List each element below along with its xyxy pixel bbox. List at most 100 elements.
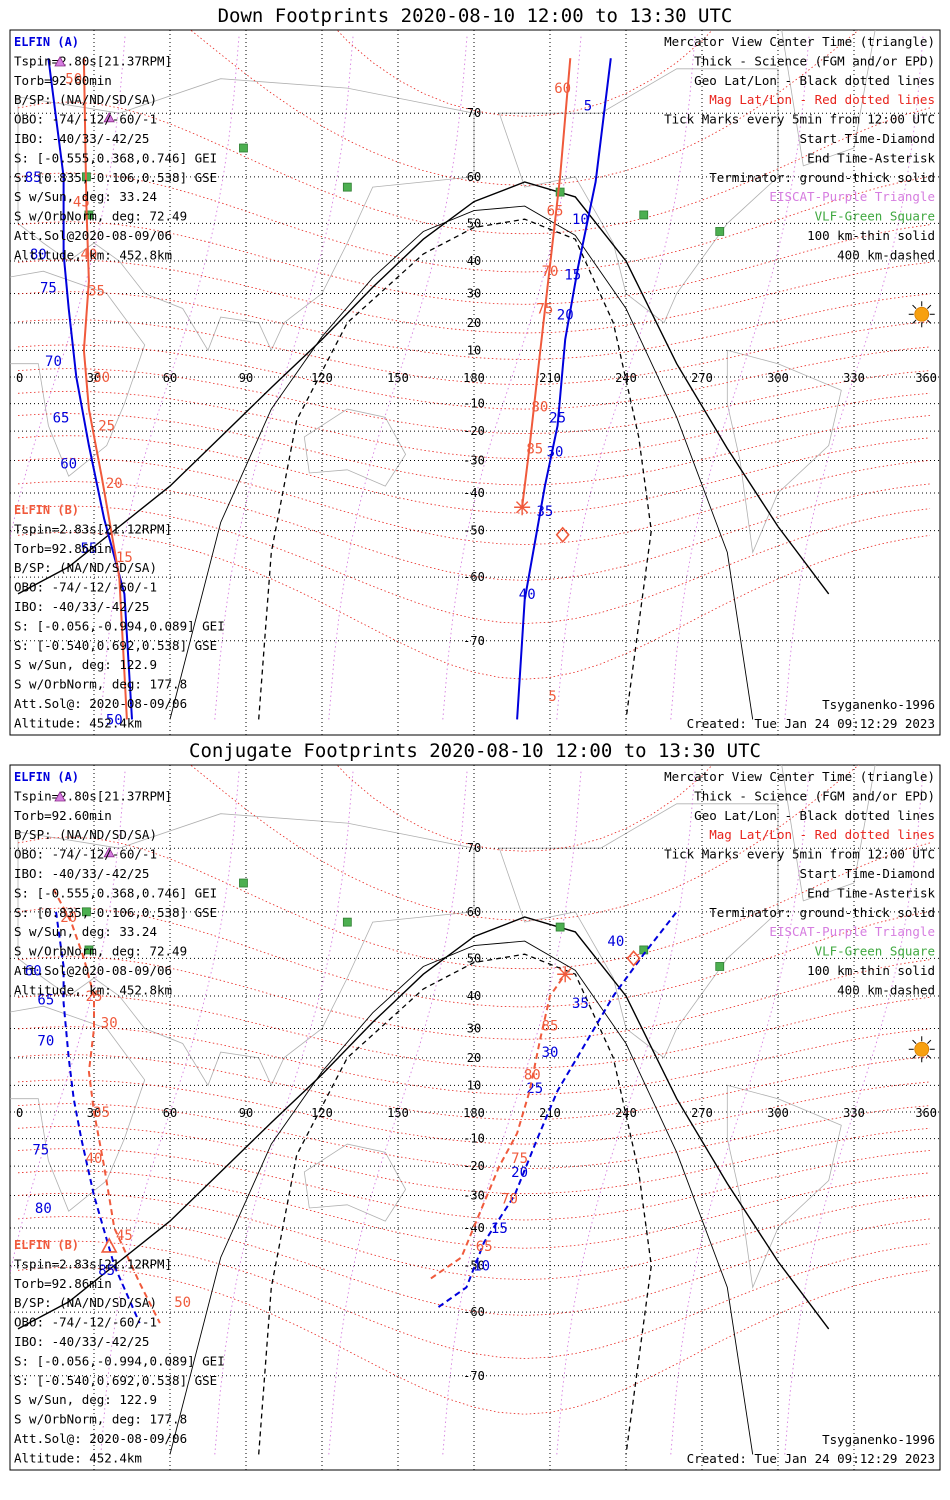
lat-tick-label: -60 — [463, 570, 485, 584]
lat-tick-label: -50 — [463, 524, 485, 538]
mag-parallel — [17, 505, 931, 624]
legend-entry: Terminator: ground-thick solid — [709, 170, 935, 185]
end-asterisk — [559, 968, 572, 981]
elfin-b-info-line: S w/Sun, deg: 122.9 — [14, 1392, 157, 1407]
lat-tick-label: -30 — [463, 1188, 485, 1202]
legend-entry: Terminator: ground-thick solid — [709, 905, 935, 920]
track-tick-label: 30 — [93, 370, 110, 386]
coastline — [17, 813, 475, 1087]
panel-title: Down Footprints 2020-08-10 12:00 to 13:3… — [217, 5, 733, 27]
track-tick-label: 55 — [81, 541, 98, 557]
elfin-a-info-line: S w/OrbNorm, deg: 72.49 — [14, 944, 187, 959]
vlf-site — [239, 878, 248, 888]
elfin-b-info-line: S w/OrbNorm, deg: 177.8 — [14, 677, 187, 692]
legend-entry: 100 km-thin solid — [807, 963, 935, 978]
lon-tick-label: 330 — [843, 371, 865, 385]
track-tick-label: 30 — [101, 1015, 118, 1031]
track-tick-label: 65 — [37, 992, 54, 1008]
lat-tick-label: -20 — [463, 424, 485, 438]
sun-ray — [912, 304, 917, 309]
track-tick-label: 5 — [548, 689, 556, 705]
track-tick-label: 70 — [45, 354, 62, 370]
track-tick-label: 20 — [106, 476, 123, 492]
eiscat-site — [54, 56, 66, 67]
track-tick-label: 15 — [491, 1221, 508, 1237]
track-tick-label: 25 — [98, 419, 115, 435]
track-tick-label: 75 — [511, 1151, 528, 1167]
lon-tick-label: 0 — [16, 371, 23, 385]
lat-tick-label: 50 — [467, 951, 481, 965]
track-tick-label: 70 — [542, 264, 559, 280]
elfin-b-info-line: S: [-0.540,0.692,0.538] GSE — [14, 638, 217, 653]
elfin-b-info-line: B/SP: (NA/ND/SD/SA) — [14, 1295, 157, 1310]
track-tick-label: 50 — [106, 712, 123, 728]
lat-tick-label: 10 — [467, 1078, 481, 1092]
legend-entry: EISCAT-Purple Triangle — [769, 189, 935, 204]
track-tick-label: 60 — [554, 81, 571, 97]
track-tick-label: 15 — [116, 550, 133, 566]
track-tick-label: 50 — [65, 72, 82, 88]
coastline — [17, 78, 475, 352]
track-tick-label: 40 — [519, 587, 536, 603]
elfin-a-info-line: Tspin=2.80s[21.37RPM] — [14, 53, 172, 68]
lon-tick-label: 210 — [539, 371, 561, 385]
mag-parallel — [17, 172, 931, 273]
mag-parallel — [189, 765, 860, 921]
track-tick-label: 35 — [88, 283, 105, 299]
track-tick-label: 75 — [32, 1143, 49, 1159]
lat-tick-label: -20 — [463, 1159, 485, 1173]
track-tick-label: 20 — [557, 307, 574, 323]
vlf-site — [82, 907, 91, 917]
legend-entry: Thick - Science (FGM and/or EPD) — [694, 53, 935, 68]
vlf-site — [555, 187, 565, 197]
mag-parallel — [17, 1216, 931, 1316]
elfin-a-info-line: S w/Sun, deg: 33.24 — [14, 189, 157, 204]
track-tick-label: 45 — [73, 195, 90, 211]
mag-parallel — [336, 30, 713, 117]
track-tick-label: 60 — [60, 457, 77, 473]
lat-tick-label: 60 — [467, 905, 481, 919]
elfin-a-info-line: Tspin=2.80s[21.37RPM] — [14, 788, 172, 803]
legend-entry: Mercator View Center Time (triangle) — [664, 34, 935, 49]
legend-entry: End Time-Asterisk — [807, 150, 935, 165]
lat-tick-label: 20 — [467, 1051, 481, 1065]
mag-parallel — [17, 319, 931, 386]
track-tick-label: 25 — [86, 989, 103, 1005]
lon-tick-label: 270 — [691, 1106, 713, 1120]
mag-parallel — [17, 907, 931, 1008]
vlf-site — [342, 917, 352, 927]
lon-tick-label: 300 — [767, 371, 789, 385]
lon-tick-label: 360 — [915, 371, 937, 385]
elfin-a-info-line: Altitude, km: 452.8km — [14, 247, 172, 262]
lat-tick-label: -60 — [463, 1305, 485, 1319]
view-center-triangle — [100, 1237, 118, 1253]
start-diamond — [555, 526, 570, 544]
mag-parallel — [17, 1026, 931, 1095]
elfin-a-info-line: S: [0.835,-0.106,0.538] GSE — [14, 905, 217, 920]
elfin-b-info-line: Altitude: 452.4km — [14, 1450, 142, 1465]
legend-entry: Mag Lat/Lon - Red dotted lines — [709, 92, 935, 107]
vlf-site — [84, 945, 94, 955]
legend-entry: 400 km-dashed — [837, 247, 935, 262]
elfin-b-info-line: IBO: -40/33/-42/25 — [14, 599, 149, 614]
sun-ray — [912, 1039, 917, 1044]
mag-parallel — [17, 531, 931, 680]
lon-tick-label: 240 — [615, 371, 637, 385]
legend-entry: EISCAT-Purple Triangle — [769, 924, 935, 939]
lon-tick-label: 60 — [163, 1106, 177, 1120]
lon-tick-label: 150 — [387, 371, 409, 385]
track-tick-label: 80 — [524, 1067, 541, 1083]
eiscat-site — [103, 111, 115, 123]
track-tick-label: 40 — [607, 934, 624, 950]
down-footprints-panel: Down Footprints 2020-08-10 12:00 to 13:3… — [0, 0, 950, 740]
vlf-site — [342, 182, 352, 192]
mag-parallel — [17, 956, 931, 1040]
elfin-b-header: ELFIN (B) — [14, 503, 79, 517]
elfin-a-header: ELFIN (A) — [14, 770, 79, 784]
sun-icon — [914, 1041, 930, 1057]
elfin-a-info-line: S: [0.835,-0.106,0.538] GSE — [14, 170, 217, 185]
lon-tick-label: 90 — [239, 1106, 253, 1120]
elfin-b-info-line: Att.Sol@: 2020-08-09/06 — [14, 696, 187, 711]
elfin-a-info-line: IBO: -40/33/-42/25 — [14, 131, 149, 146]
mag-parallel — [189, 30, 860, 186]
